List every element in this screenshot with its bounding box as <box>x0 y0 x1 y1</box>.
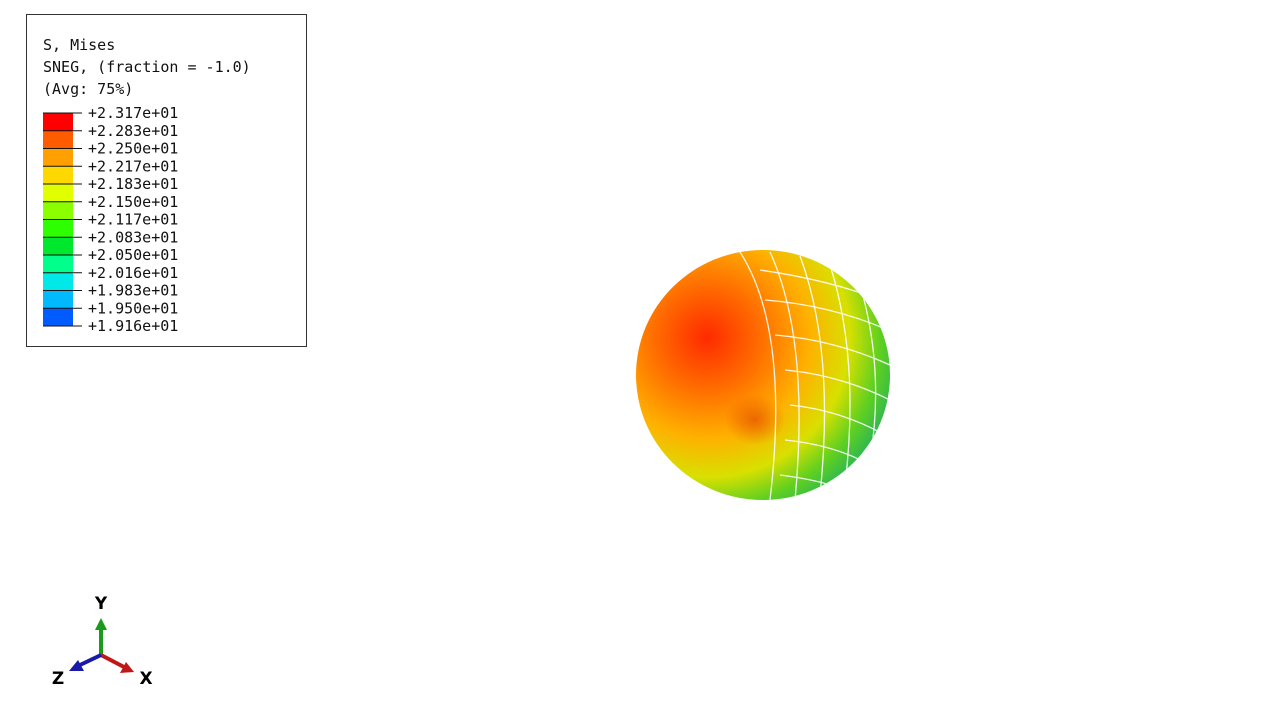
model <box>636 250 890 500</box>
axis-label: Y <box>94 594 108 614</box>
color-band <box>43 113 73 132</box>
legend-label: +2.183e+01 <box>88 175 178 193</box>
legend-label: +1.916e+01 <box>88 317 178 335</box>
color-band <box>43 148 73 167</box>
legend-label: +2.217e+01 <box>88 157 178 175</box>
legend-label: +2.117e+01 <box>88 211 178 229</box>
legend-label: +1.983e+01 <box>88 282 178 300</box>
color-band <box>43 130 73 149</box>
color-band <box>43 308 73 327</box>
color-band <box>43 255 73 274</box>
legend-box <box>26 14 307 347</box>
color-band <box>43 219 73 238</box>
color-band <box>43 184 73 203</box>
color-band <box>43 237 73 256</box>
legend-label: +2.083e+01 <box>88 228 178 246</box>
legend-label: +2.283e+01 <box>88 122 178 140</box>
legend-label: +1.950e+01 <box>88 299 178 317</box>
legend-title: (Avg: 75%) <box>43 80 133 98</box>
color-band <box>43 272 73 291</box>
color-band <box>43 166 73 185</box>
legend-label: +2.016e+01 <box>88 264 178 282</box>
axis-label: Z <box>52 669 64 689</box>
legend-label: +2.250e+01 <box>88 140 178 158</box>
axis-label: X <box>139 669 152 689</box>
triad: Y X Z <box>52 594 153 689</box>
color-band <box>43 290 73 309</box>
color-band <box>43 201 73 220</box>
legend-title: SNEG, (fraction = -1.0) <box>43 58 251 76</box>
legend-label: +2.317e+01 <box>88 104 178 122</box>
legend: S, Mises SNEG, (fraction = -1.0) (Avg: 75%… <box>43 36 251 335</box>
legend-label: +2.050e+01 <box>88 246 178 264</box>
legend-label: +2.150e+01 <box>88 193 178 211</box>
legend-title: S, Mises <box>43 36 115 54</box>
